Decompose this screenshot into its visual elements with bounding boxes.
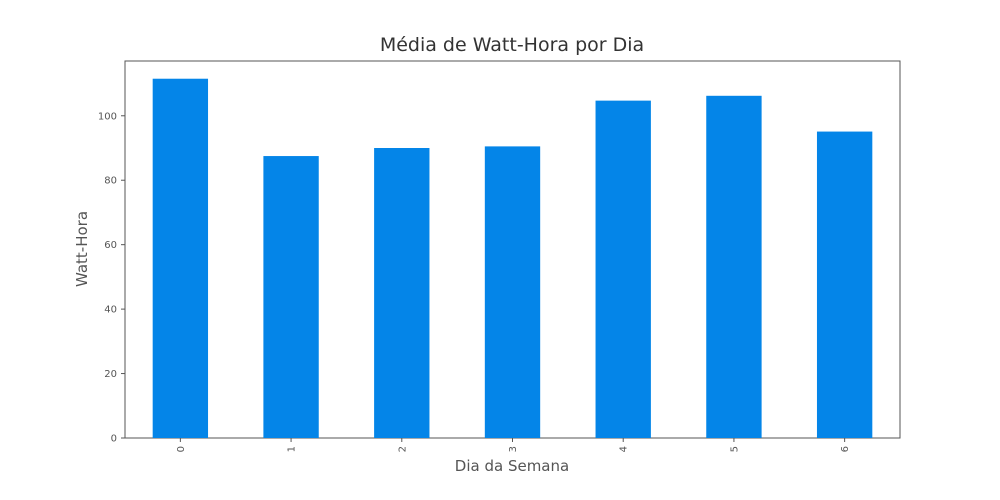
x-axis-ticks: 0 1 2 3 4 5 6 [176, 438, 851, 452]
y-tick-label: 20 [104, 369, 117, 380]
bar-5 [706, 95, 762, 439]
x-tick-label: 3 [508, 446, 519, 452]
x-tick-label: 4 [619, 446, 630, 452]
bar-3 [484, 146, 541, 438]
y-tick-label: 100 [98, 111, 117, 122]
y-tick-label: 80 [104, 176, 117, 187]
bar-1 [263, 156, 319, 439]
x-tick-label: 0 [176, 446, 187, 452]
bar-4 [595, 100, 651, 438]
x-tick-label: 1 [287, 446, 298, 452]
x-tick-label: 5 [729, 446, 740, 452]
y-tick-label: 60 [104, 240, 117, 251]
bar-2 [374, 148, 430, 438]
y-tick-label: 40 [104, 305, 117, 316]
chart-title: Média de Watt-Hora por Dia [380, 34, 644, 56]
y-tick-label: 0 [111, 434, 117, 445]
y-axis-label: Watt-Hora [73, 211, 91, 287]
x-axis-label: Dia da Semana [455, 457, 569, 475]
plot-area: 0 20 40 60 80 100 0 1 2 3 4 5 6 [98, 60, 901, 452]
x-tick-label: 2 [397, 446, 408, 452]
x-tick-label: 6 [840, 446, 851, 452]
bar-0 [152, 78, 209, 438]
bar-6 [816, 131, 873, 439]
bars-group [152, 78, 873, 439]
y-axis-ticks: 0 20 40 60 80 100 [98, 111, 125, 445]
